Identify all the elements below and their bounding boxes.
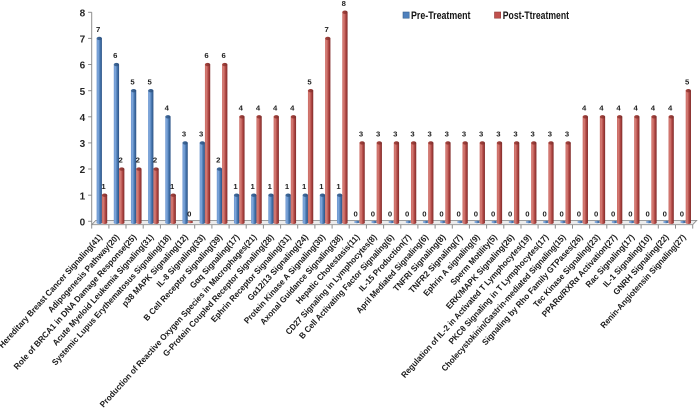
- svg-text:0: 0: [422, 210, 426, 219]
- svg-text:1: 1: [101, 182, 106, 191]
- svg-text:0: 0: [645, 210, 649, 219]
- svg-text:0: 0: [508, 210, 512, 219]
- svg-text:0: 0: [80, 218, 86, 229]
- svg-text:Pre-Treatment: Pre-Treatment: [411, 10, 471, 22]
- svg-text:4: 4: [582, 104, 587, 113]
- svg-text:5: 5: [80, 87, 86, 98]
- svg-text:2: 2: [80, 165, 86, 176]
- svg-text:3: 3: [496, 130, 500, 139]
- svg-text:3: 3: [376, 130, 380, 139]
- svg-text:0: 0: [474, 210, 478, 219]
- svg-text:3: 3: [393, 130, 397, 139]
- svg-text:4: 4: [165, 104, 170, 113]
- svg-text:6: 6: [221, 51, 225, 60]
- svg-text:3: 3: [410, 130, 414, 139]
- svg-text:1: 1: [170, 182, 175, 191]
- svg-text:1: 1: [302, 182, 307, 191]
- svg-text:3: 3: [80, 139, 86, 150]
- svg-text:4: 4: [634, 104, 639, 113]
- svg-text:1: 1: [268, 182, 273, 191]
- svg-text:8: 8: [342, 0, 347, 8]
- svg-text:7: 7: [80, 35, 86, 46]
- svg-text:3: 3: [479, 130, 483, 139]
- svg-text:1: 1: [80, 191, 86, 202]
- svg-text:8: 8: [80, 9, 86, 20]
- svg-text:0: 0: [491, 210, 495, 219]
- svg-text:4: 4: [599, 104, 604, 113]
- svg-text:0: 0: [388, 210, 392, 219]
- svg-text:2: 2: [216, 156, 220, 165]
- svg-text:4: 4: [616, 104, 621, 113]
- svg-text:4: 4: [239, 104, 244, 113]
- svg-text:0: 0: [663, 210, 667, 219]
- svg-text:4: 4: [651, 104, 656, 113]
- svg-text:3: 3: [445, 130, 449, 139]
- svg-text:7: 7: [96, 25, 100, 34]
- svg-text:4: 4: [668, 104, 673, 113]
- svg-text:4: 4: [80, 113, 86, 124]
- svg-text:5: 5: [307, 77, 312, 86]
- svg-text:6: 6: [204, 51, 208, 60]
- svg-text:5: 5: [148, 77, 153, 86]
- svg-text:1: 1: [319, 182, 324, 191]
- svg-text:4: 4: [256, 104, 261, 113]
- svg-text:4: 4: [290, 104, 295, 113]
- svg-text:0: 0: [611, 210, 615, 219]
- svg-text:0: 0: [525, 210, 529, 219]
- svg-text:2: 2: [153, 156, 157, 165]
- svg-text:3: 3: [462, 130, 466, 139]
- svg-text:3: 3: [428, 130, 432, 139]
- svg-text:0: 0: [457, 210, 461, 219]
- svg-text:5: 5: [685, 77, 690, 86]
- svg-text:0: 0: [577, 210, 581, 219]
- svg-text:6: 6: [113, 51, 117, 60]
- svg-text:0: 0: [594, 210, 598, 219]
- svg-text:2: 2: [136, 156, 140, 165]
- svg-text:1: 1: [233, 182, 238, 191]
- svg-text:0: 0: [542, 210, 546, 219]
- svg-text:Post-Ttreatment: Post-Ttreatment: [503, 10, 570, 22]
- svg-text:0: 0: [187, 210, 191, 219]
- svg-text:0: 0: [439, 210, 443, 219]
- svg-text:4: 4: [273, 104, 278, 113]
- svg-text:0: 0: [405, 210, 409, 219]
- svg-text:3: 3: [513, 130, 517, 139]
- svg-text:0: 0: [354, 210, 358, 219]
- svg-text:3: 3: [548, 130, 552, 139]
- svg-text:1: 1: [336, 182, 341, 191]
- svg-text:0: 0: [628, 210, 632, 219]
- svg-text:3: 3: [531, 130, 535, 139]
- svg-text:2: 2: [118, 156, 122, 165]
- svg-text:3: 3: [199, 130, 203, 139]
- svg-text:3: 3: [182, 130, 186, 139]
- svg-text:0: 0: [560, 210, 564, 219]
- svg-text:3: 3: [359, 130, 363, 139]
- svg-text:1: 1: [285, 182, 290, 191]
- svg-text:7: 7: [325, 25, 329, 34]
- svg-text:5: 5: [130, 77, 135, 86]
- svg-text:3: 3: [565, 130, 569, 139]
- svg-text:6: 6: [80, 61, 86, 72]
- svg-text:0: 0: [680, 210, 684, 219]
- svg-text:0: 0: [371, 210, 375, 219]
- svg-text:1: 1: [251, 182, 256, 191]
